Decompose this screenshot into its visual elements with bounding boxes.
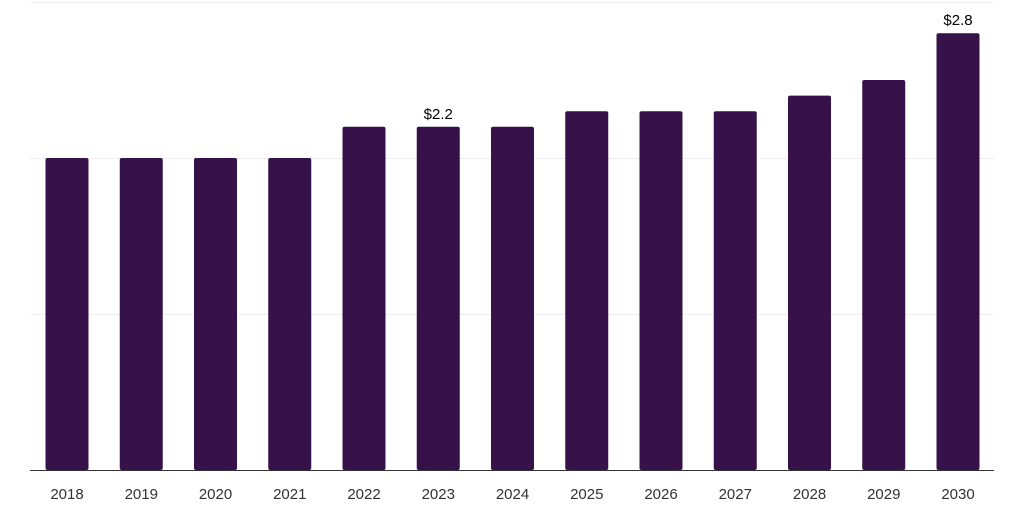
bar-2021 bbox=[268, 158, 312, 470]
bar-2026 bbox=[639, 111, 683, 470]
x-tick-label-2019: 2019 bbox=[125, 486, 158, 503]
x-tick-label-2024: 2024 bbox=[496, 486, 529, 503]
bar-2029 bbox=[862, 80, 906, 470]
x-tick-label-2026: 2026 bbox=[644, 486, 677, 503]
bars bbox=[45, 33, 980, 471]
bar-2030 bbox=[936, 33, 980, 470]
x-tick-label-2022: 2022 bbox=[347, 486, 380, 503]
bar-2018 bbox=[45, 158, 89, 470]
bar-2022 bbox=[342, 126, 386, 471]
data-labels: $2.2 $2.8 bbox=[424, 12, 973, 123]
x-tick-label-2018: 2018 bbox=[50, 486, 83, 503]
x-tick-label-2021: 2021 bbox=[273, 486, 306, 503]
bar-2023 bbox=[416, 126, 460, 471]
x-tick-label-2025: 2025 bbox=[570, 486, 603, 503]
x-tick-label-2030: 2030 bbox=[941, 486, 974, 503]
x-tick-label-2029: 2029 bbox=[867, 486, 900, 503]
x-tick-label-2020: 2020 bbox=[199, 486, 232, 503]
x-tick-label-2023: 2023 bbox=[422, 486, 455, 503]
bar-2019 bbox=[119, 158, 163, 470]
data-label-2023: $2.2 bbox=[424, 106, 453, 123]
bar-2020 bbox=[194, 158, 237, 470]
bar-2028 bbox=[788, 95, 831, 470]
x-tick-label-2028: 2028 bbox=[793, 486, 826, 503]
bar-2027 bbox=[713, 111, 757, 470]
x-axis: 2018 2019 2020 2021 2022 2023 2024 2025 2026 2027… bbox=[30, 470, 994, 503]
data-label-2030: $2.8 bbox=[943, 12, 972, 29]
bar-2025 bbox=[565, 111, 609, 470]
bar-2024 bbox=[491, 126, 534, 471]
x-tick-label-2027: 2027 bbox=[719, 486, 752, 503]
